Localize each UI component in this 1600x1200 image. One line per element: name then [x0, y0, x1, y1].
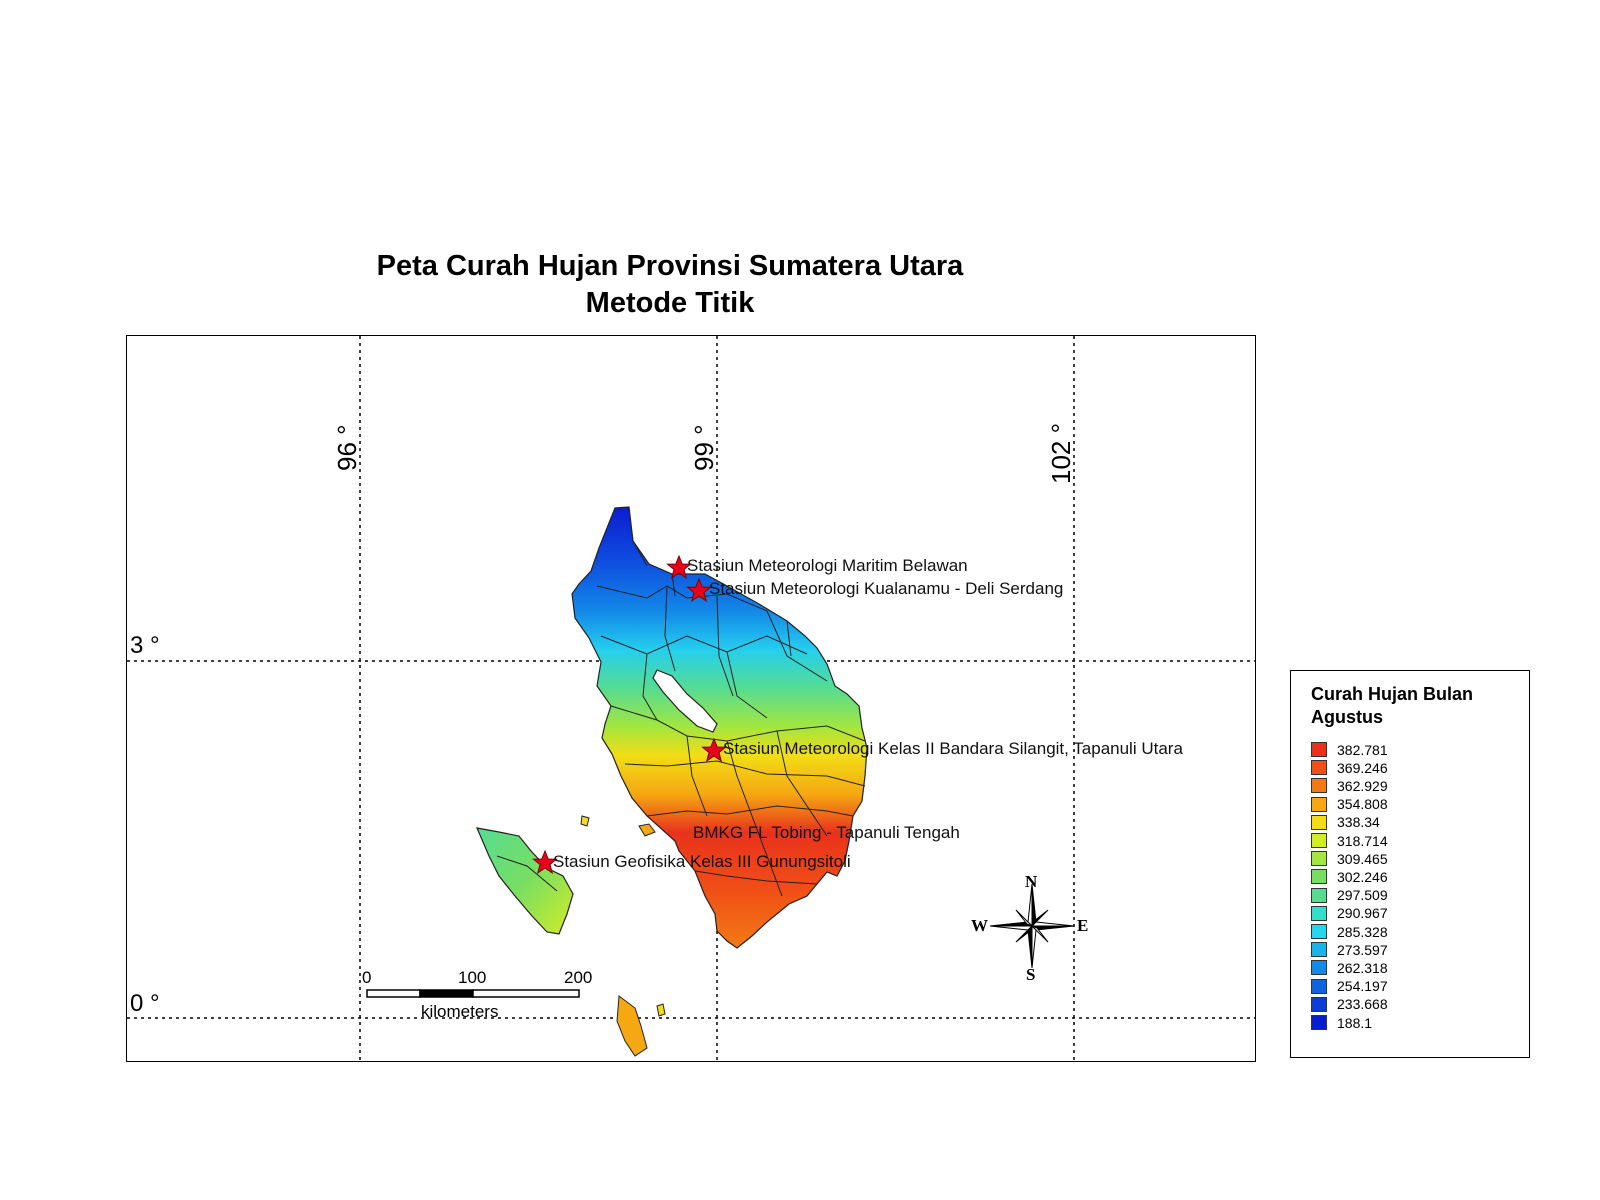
- map-canvas: [127, 336, 1255, 1061]
- legend-value: 285.328: [1337, 923, 1388, 940]
- compass-s: S: [1026, 965, 1036, 984]
- island-small-2: [580, 815, 590, 827]
- legend-item: 297.509: [1311, 887, 1388, 904]
- station-label-belawan: Stasiun Meteorologi Maritim Belawan: [687, 556, 968, 575]
- legend-swatch: [1311, 942, 1327, 958]
- legend-value: 338.34: [1337, 814, 1380, 831]
- legend-item: 290.967: [1311, 905, 1388, 922]
- legend-swatch: [1311, 905, 1327, 921]
- legend-item: 254.197: [1311, 978, 1388, 995]
- legend-value: 354.808: [1337, 796, 1388, 813]
- compass-n: N: [1025, 872, 1038, 891]
- legend-swatch: [1311, 851, 1327, 867]
- legend-value: 233.668: [1337, 996, 1388, 1013]
- compass-w: W: [971, 916, 988, 935]
- nias-island: [476, 827, 574, 935]
- legend-value: 309.465: [1337, 850, 1388, 867]
- island-small-3: [656, 1003, 666, 1017]
- island-south: [616, 995, 648, 1057]
- legend-item: 262.318: [1311, 959, 1388, 976]
- legend-swatch: [1311, 760, 1327, 776]
- nias-district-boundary: [496, 855, 558, 892]
- district-boundaries: [596, 540, 866, 897]
- station-label-fl-tobing: BMKG FL Tobing - Tapanuli Tengah: [693, 823, 960, 842]
- station-label-kualanamu: Stasiun Meteorologi Kualanamu - Deli Ser…: [709, 579, 1064, 598]
- map-subtitle: Metode Titik: [585, 287, 755, 319]
- legend-item: 285.328: [1311, 923, 1388, 940]
- station-marker-belawan: [666, 554, 692, 580]
- legend-swatch: [1311, 796, 1327, 812]
- legend-item: 354.808: [1311, 796, 1388, 813]
- legend-value: 262.318: [1337, 959, 1388, 976]
- legend-swatch: [1311, 833, 1327, 848]
- legend-value: 369.246: [1337, 759, 1388, 776]
- station-markers: [532, 554, 727, 875]
- legend-swatch: [1311, 742, 1327, 757]
- station-label-gunungsitoli: Stasiun Geofisika Kelas III Gunungsitoli: [553, 852, 851, 871]
- legend-title: Curah Hujan Bulan Agustus: [1311, 684, 1474, 727]
- legend-value: 290.967: [1337, 905, 1388, 922]
- legend-value: 254.197: [1337, 978, 1388, 995]
- legend-swatch: [1311, 814, 1327, 830]
- longitude-label-102: 102 °: [1046, 422, 1076, 484]
- legend-value: 188.1: [1337, 1014, 1373, 1031]
- scale-tick-0: 0: [362, 968, 372, 987]
- graticule: [127, 336, 1255, 1061]
- scale-bar: [366, 989, 580, 998]
- scale-tick-200: 200: [564, 968, 593, 987]
- legend-value: 302.246: [1337, 868, 1388, 885]
- legend-item: 188.1: [1311, 1014, 1372, 1031]
- lake-toba: [652, 669, 718, 733]
- compass-e: E: [1077, 916, 1089, 935]
- legend-value: 273.597: [1337, 941, 1388, 958]
- legend-swatch: [1311, 1015, 1327, 1030]
- legend-swatch: [1311, 869, 1327, 885]
- province-mainland: [571, 506, 868, 949]
- map-frame: 96 ° 99 ° 102 ° 3 ° 0 ° Stasiun Meteorol…: [126, 335, 1256, 1062]
- legend-swatch: [1311, 960, 1327, 976]
- legend-item: 369.246: [1311, 759, 1388, 776]
- legend-item: 302.246: [1311, 868, 1388, 885]
- station-marker-kualanamu: [686, 577, 712, 603]
- legend-item: 318.714: [1311, 832, 1388, 849]
- legend-swatch: [1311, 924, 1327, 939]
- station-label-silangit: Stasiun Meteorologi Kelas II Bandara Sil…: [723, 739, 1183, 758]
- legend-item: 273.597: [1311, 941, 1388, 958]
- island-small-1: [638, 823, 656, 837]
- legend-value: 382.781: [1337, 741, 1388, 758]
- legend-value: 362.929: [1337, 777, 1388, 794]
- station-marker-gunungsitoli: [532, 849, 558, 875]
- longitude-label-96: 96 °: [332, 424, 362, 471]
- legend: Curah Hujan Bulan Agustus 382.781 369.246…: [1290, 670, 1530, 1058]
- legend-value: 297.509: [1337, 887, 1388, 904]
- legend-swatch: [1311, 778, 1327, 794]
- latitude-label-0: 0 °: [130, 990, 160, 1017]
- legend-item: 309.465: [1311, 850, 1388, 867]
- legend-swatch: [1311, 978, 1327, 994]
- latitude-label-3: 3 °: [130, 632, 160, 659]
- legend-item: 233.668: [1311, 996, 1388, 1013]
- scale-tick-100: 100: [458, 968, 487, 987]
- legend-item: 382.781: [1311, 741, 1388, 758]
- longitude-label-99: 99 °: [689, 424, 719, 471]
- legend-swatch: [1311, 887, 1327, 903]
- legend-value: 318.714: [1337, 832, 1388, 849]
- map-title: Peta Curah Hujan Provinsi Sumatera Utara: [376, 250, 964, 282]
- legend-item: 362.929: [1311, 777, 1388, 794]
- scale-unit: kilometers: [421, 1002, 499, 1021]
- station-marker-silangit: [701, 737, 727, 763]
- legend-swatch: [1311, 996, 1327, 1012]
- compass-rose: [989, 883, 1075, 969]
- legend-item: 338.34: [1311, 814, 1380, 831]
